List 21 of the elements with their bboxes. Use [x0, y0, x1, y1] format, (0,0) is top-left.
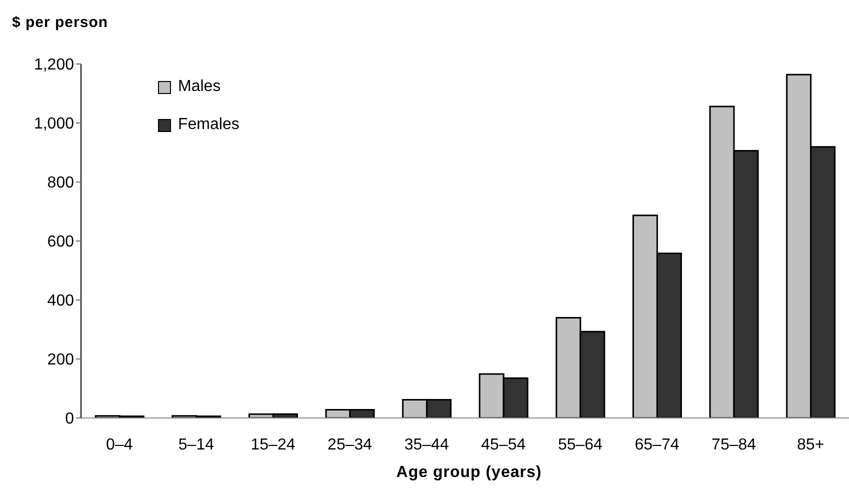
x-tick-label: 55–64 [558, 436, 603, 454]
x-tick-label: 0–4 [106, 436, 133, 454]
x-tick-label: 85+ [797, 436, 824, 454]
legend-label: Males [178, 78, 221, 96]
x-tick-label: 25–34 [328, 436, 372, 454]
x-tick-label: 75–84 [712, 436, 756, 454]
y-tick-label: 400 [47, 292, 74, 310]
y-axis-title: $ per person [12, 14, 108, 31]
y-tick-label: 200 [47, 352, 74, 369]
x-axis-title: Age group (years) [395, 464, 543, 482]
x-tick-label: 45–54 [481, 436, 526, 454]
legend-label: Females [178, 116, 240, 134]
y-tick-label: 1,200 [34, 56, 74, 74]
x-tick-label: 5–14 [178, 436, 214, 454]
y-tick-label: 1,000 [34, 116, 74, 133]
x-tick-label: 65–74 [634, 436, 680, 454]
x-tick-label: 15–24 [250, 436, 296, 454]
x-tick-label: 35–44 [404, 436, 449, 454]
y-tick-label: 800 [47, 174, 74, 192]
y-tick-label: 600 [47, 234, 74, 251]
y-tick-label: 0 [65, 410, 74, 428]
